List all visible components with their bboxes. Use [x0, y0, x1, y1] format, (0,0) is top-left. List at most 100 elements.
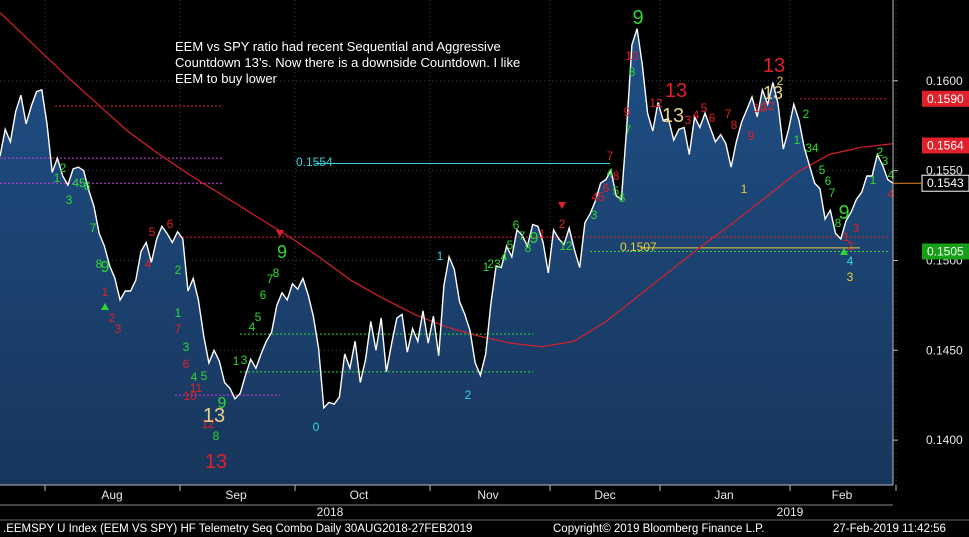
y-tick-label: 0.1450 — [926, 343, 963, 357]
x-month-label: Feb — [832, 488, 853, 502]
sequential-marker: 2 — [60, 161, 67, 175]
sequential-marker: 8 — [731, 118, 738, 132]
sequential-marker: 8 — [273, 266, 280, 280]
sequential-marker: 12 — [559, 239, 573, 253]
sequential-marker: 23 — [487, 257, 501, 271]
sequential-marker: 7 — [90, 221, 97, 235]
sequential-marker: 45 — [591, 190, 605, 204]
level-lines — [0, 98, 890, 396]
x-year-label: 2019 — [777, 505, 804, 519]
sequential-marker: 4 — [607, 166, 614, 180]
sequential-marker: 4 — [888, 187, 895, 201]
sequential-marker: 4 — [693, 108, 700, 122]
sequential-marker: 11 — [190, 381, 203, 395]
ratio-area-fill — [0, 28, 893, 485]
sequential-marker: 6 — [167, 217, 174, 231]
sequential-marker: 13 — [665, 80, 687, 102]
sequential-marker: 45 — [72, 176, 86, 190]
sequential-marker: 1 — [54, 171, 61, 185]
arrow-down-icon — [558, 202, 566, 209]
sequential-marker: 5 — [255, 310, 262, 324]
sequential-marker: 5 — [201, 369, 208, 383]
sequential-marker: 2 — [847, 239, 854, 253]
sequential-marker: 9 — [624, 105, 631, 119]
sequential-marker: 2 — [803, 107, 810, 121]
annotation-line-1: EEM vs SPY ratio had recent Sequential a… — [175, 39, 501, 54]
sequential-marker: 7 — [625, 123, 632, 137]
x-year-label: 2018 — [317, 505, 344, 519]
price-label-text: 0.1543 — [927, 176, 964, 190]
sequential-marker: 3 — [66, 193, 73, 207]
footer-index-description: .EEMSPY U Index (EEM VS SPY) HF Telemetr… — [3, 523, 472, 535]
sequential-marker: 6 — [513, 218, 520, 232]
ratio-area — [0, 28, 893, 485]
sequential-marker: 13 — [662, 105, 684, 127]
sequential-marker: 4 — [191, 370, 198, 384]
sequential-marker: 7 — [725, 107, 732, 121]
sequential-marker: 2 — [175, 263, 182, 277]
x-month-label: Sep — [225, 488, 247, 502]
annotation-line-3: EEM to buy lower — [175, 71, 278, 86]
price-label-text: 0.1564 — [927, 139, 964, 153]
arrow-down-icon — [276, 230, 284, 237]
price-label: 0.1590 — [922, 90, 969, 107]
y-tick-label: 0.1400 — [926, 433, 963, 447]
footer: .EEMSPY U Index (EEM VS SPY) HF Telemetr… — [3, 523, 946, 535]
level-label-0.1507: 0.1507 — [620, 240, 657, 254]
sequential-marker: 5 — [507, 238, 514, 252]
x-month-label: Jan — [714, 488, 733, 502]
sequential-marker: 10 — [625, 49, 639, 63]
sequential-marker: 1 — [437, 249, 444, 263]
sequential-marker: 10 — [753, 101, 767, 115]
sequential-marker: 3 — [847, 270, 854, 284]
arrow-up-icon — [101, 303, 109, 310]
sequential-marker: 3 — [882, 154, 889, 168]
price-label-box — [922, 90, 969, 107]
sequential-marker: 9 — [530, 230, 539, 247]
sequential-marker: 8 — [835, 216, 842, 230]
annotation-line-2: Countdown 13’s. Now there is a downside … — [175, 55, 520, 70]
sequential-marker: 6 — [260, 288, 267, 302]
sequential-marker: 7 — [519, 229, 526, 243]
sequential-marker: 3 — [115, 322, 122, 336]
sequential-marker: 7 — [829, 186, 836, 200]
price-label: 0.1505 — [922, 243, 969, 260]
sequential-marker: 9 — [838, 202, 849, 224]
sequential-marker: 5 — [149, 225, 156, 239]
sequential-marker: 4 — [847, 254, 854, 268]
sequential-marker: 9 — [632, 7, 643, 29]
sequential-marker: 12 — [761, 99, 775, 113]
sequential-marker: 2 — [777, 74, 784, 88]
sequential-marker: 2 — [877, 145, 884, 159]
sequential-marker: 4 — [501, 250, 508, 264]
sequential-marker: 8 — [613, 169, 620, 183]
y-tick-label: 0.1600 — [926, 74, 963, 88]
sequential-marker: 10 — [183, 389, 197, 403]
sequential-marker: 9 — [748, 129, 755, 143]
sequential-marker: 3 — [241, 353, 248, 367]
sequential-marker: 4 — [249, 320, 256, 334]
sequential-marker: 9 — [101, 259, 110, 276]
sequential-marker: 6 — [183, 357, 190, 371]
x-month-label: Aug — [101, 488, 122, 502]
sequential-marker: 2 — [559, 217, 566, 231]
sequential-marker: 9 — [218, 395, 227, 412]
ratio-line — [0, 28, 894, 410]
sequential-marker: 34 — [805, 141, 819, 155]
sequential-marker: 7 — [607, 149, 614, 163]
sequential-marker: 12 — [201, 417, 215, 431]
sequential-marker: 6 — [603, 181, 610, 195]
sequential-marker: 4 — [888, 168, 895, 182]
sequential-marker: 1 — [175, 306, 182, 320]
sequential-marker: 1 — [483, 260, 490, 274]
x-month-label: Oct — [350, 488, 369, 502]
price-label: 0.1564 — [922, 137, 969, 154]
sequential-marker: 1 — [741, 182, 748, 196]
sequential-marker: 3 — [183, 340, 190, 354]
sequential-marker: 1 — [233, 354, 240, 368]
sequential-marker: 13 — [763, 83, 783, 103]
ratio-series-path — [0, 28, 894, 410]
